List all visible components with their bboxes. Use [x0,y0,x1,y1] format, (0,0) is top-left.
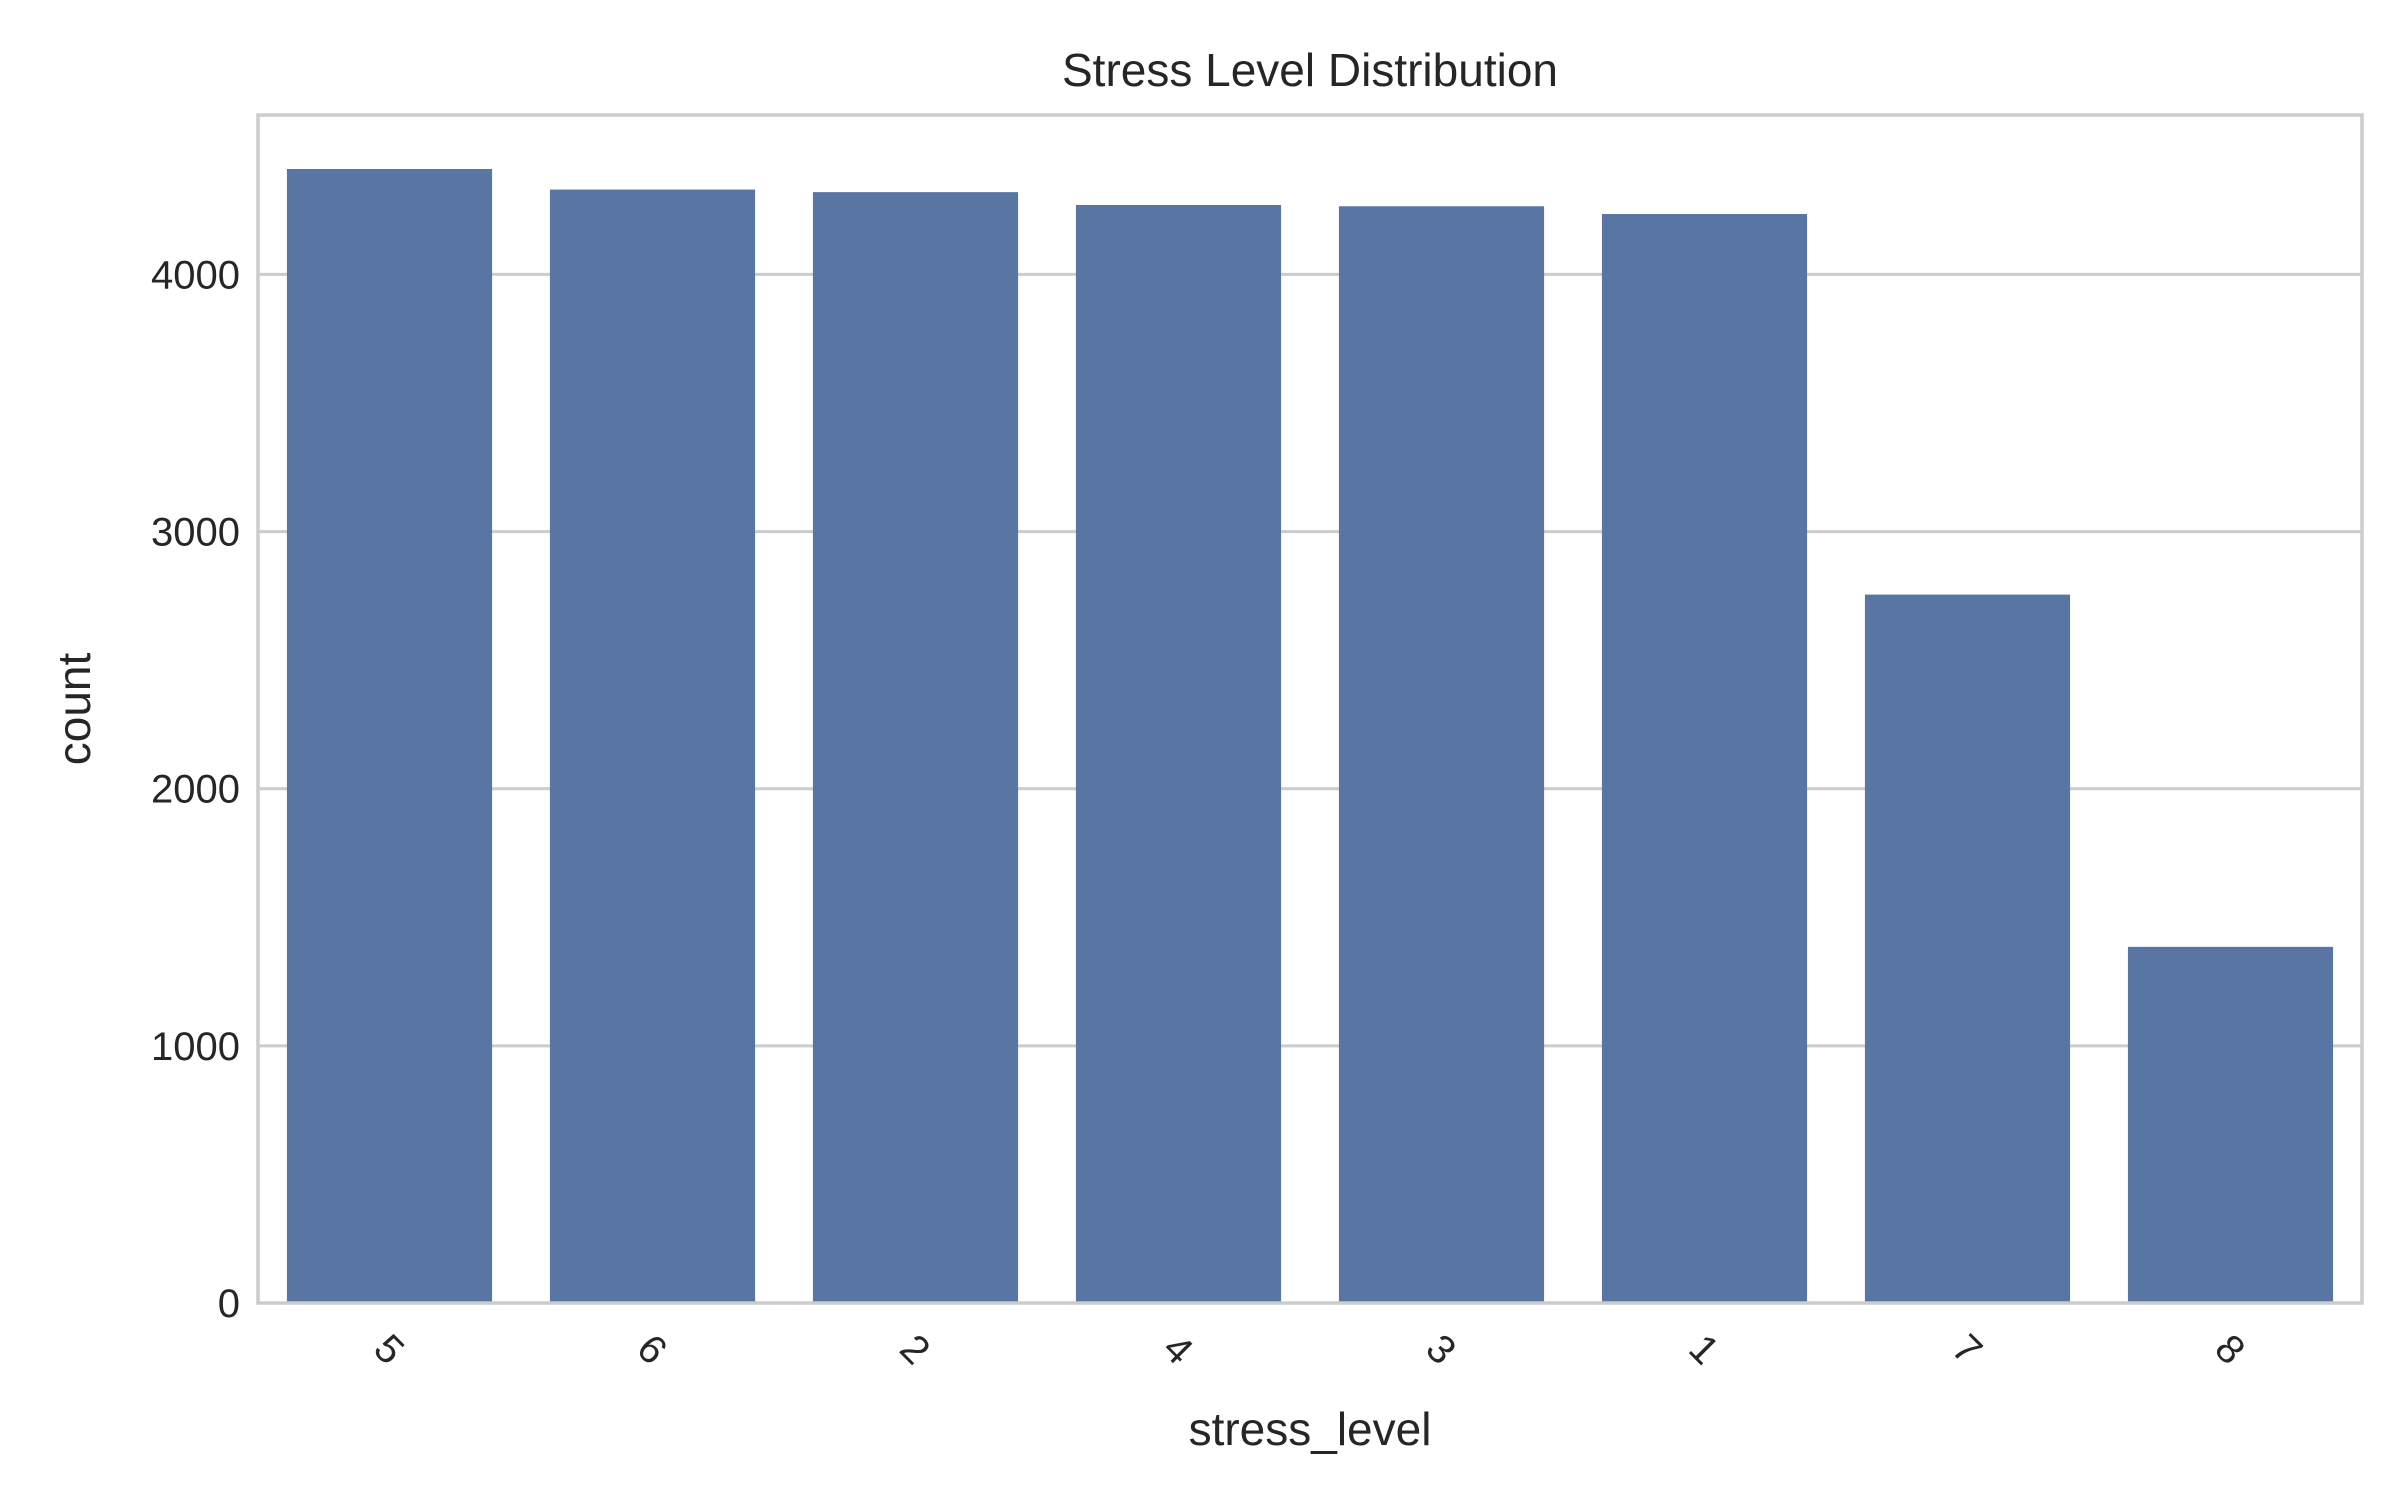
x-tick-label: 6 [628,1326,675,1373]
bars [286,169,2334,1304]
y-tick-label: 1000 [151,1025,240,1069]
bar-2 [812,192,1019,1304]
bar-4 [1075,205,1282,1303]
y-tick-labels: 0 1000 2000 3000 4000 [151,253,240,1326]
x-tick-label: 4 [1154,1326,1201,1373]
bar-1 [1601,214,1808,1303]
bar-5 [286,169,493,1303]
bar-3 [1338,206,1545,1303]
x-tick-label: 1 [1680,1326,1727,1373]
bar-7 [1864,594,2071,1303]
x-tick-label: 3 [1417,1326,1464,1373]
x-tick-label: 8 [2206,1326,2253,1373]
x-tick-label: 2 [891,1326,938,1373]
plot-frame [256,113,2364,1305]
x-tick-label: 5 [365,1326,412,1373]
chart-title: Stress Level Distribution [1062,44,1558,96]
y-tick-label: 4000 [151,253,240,297]
bar-8 [2127,946,2334,1303]
bar-6 [549,189,756,1304]
x-tick-labels: 5 6 2 4 3 1 7 8 [365,1326,2253,1373]
y-tick-label: 3000 [151,511,240,555]
y-tick-label: 2000 [151,768,240,812]
x-tick-label: 7 [1943,1326,1990,1373]
y-axis-label: count [48,653,100,766]
y-tick-label: 0 [218,1282,240,1326]
x-axis-label: stress_level [1189,1403,1432,1455]
